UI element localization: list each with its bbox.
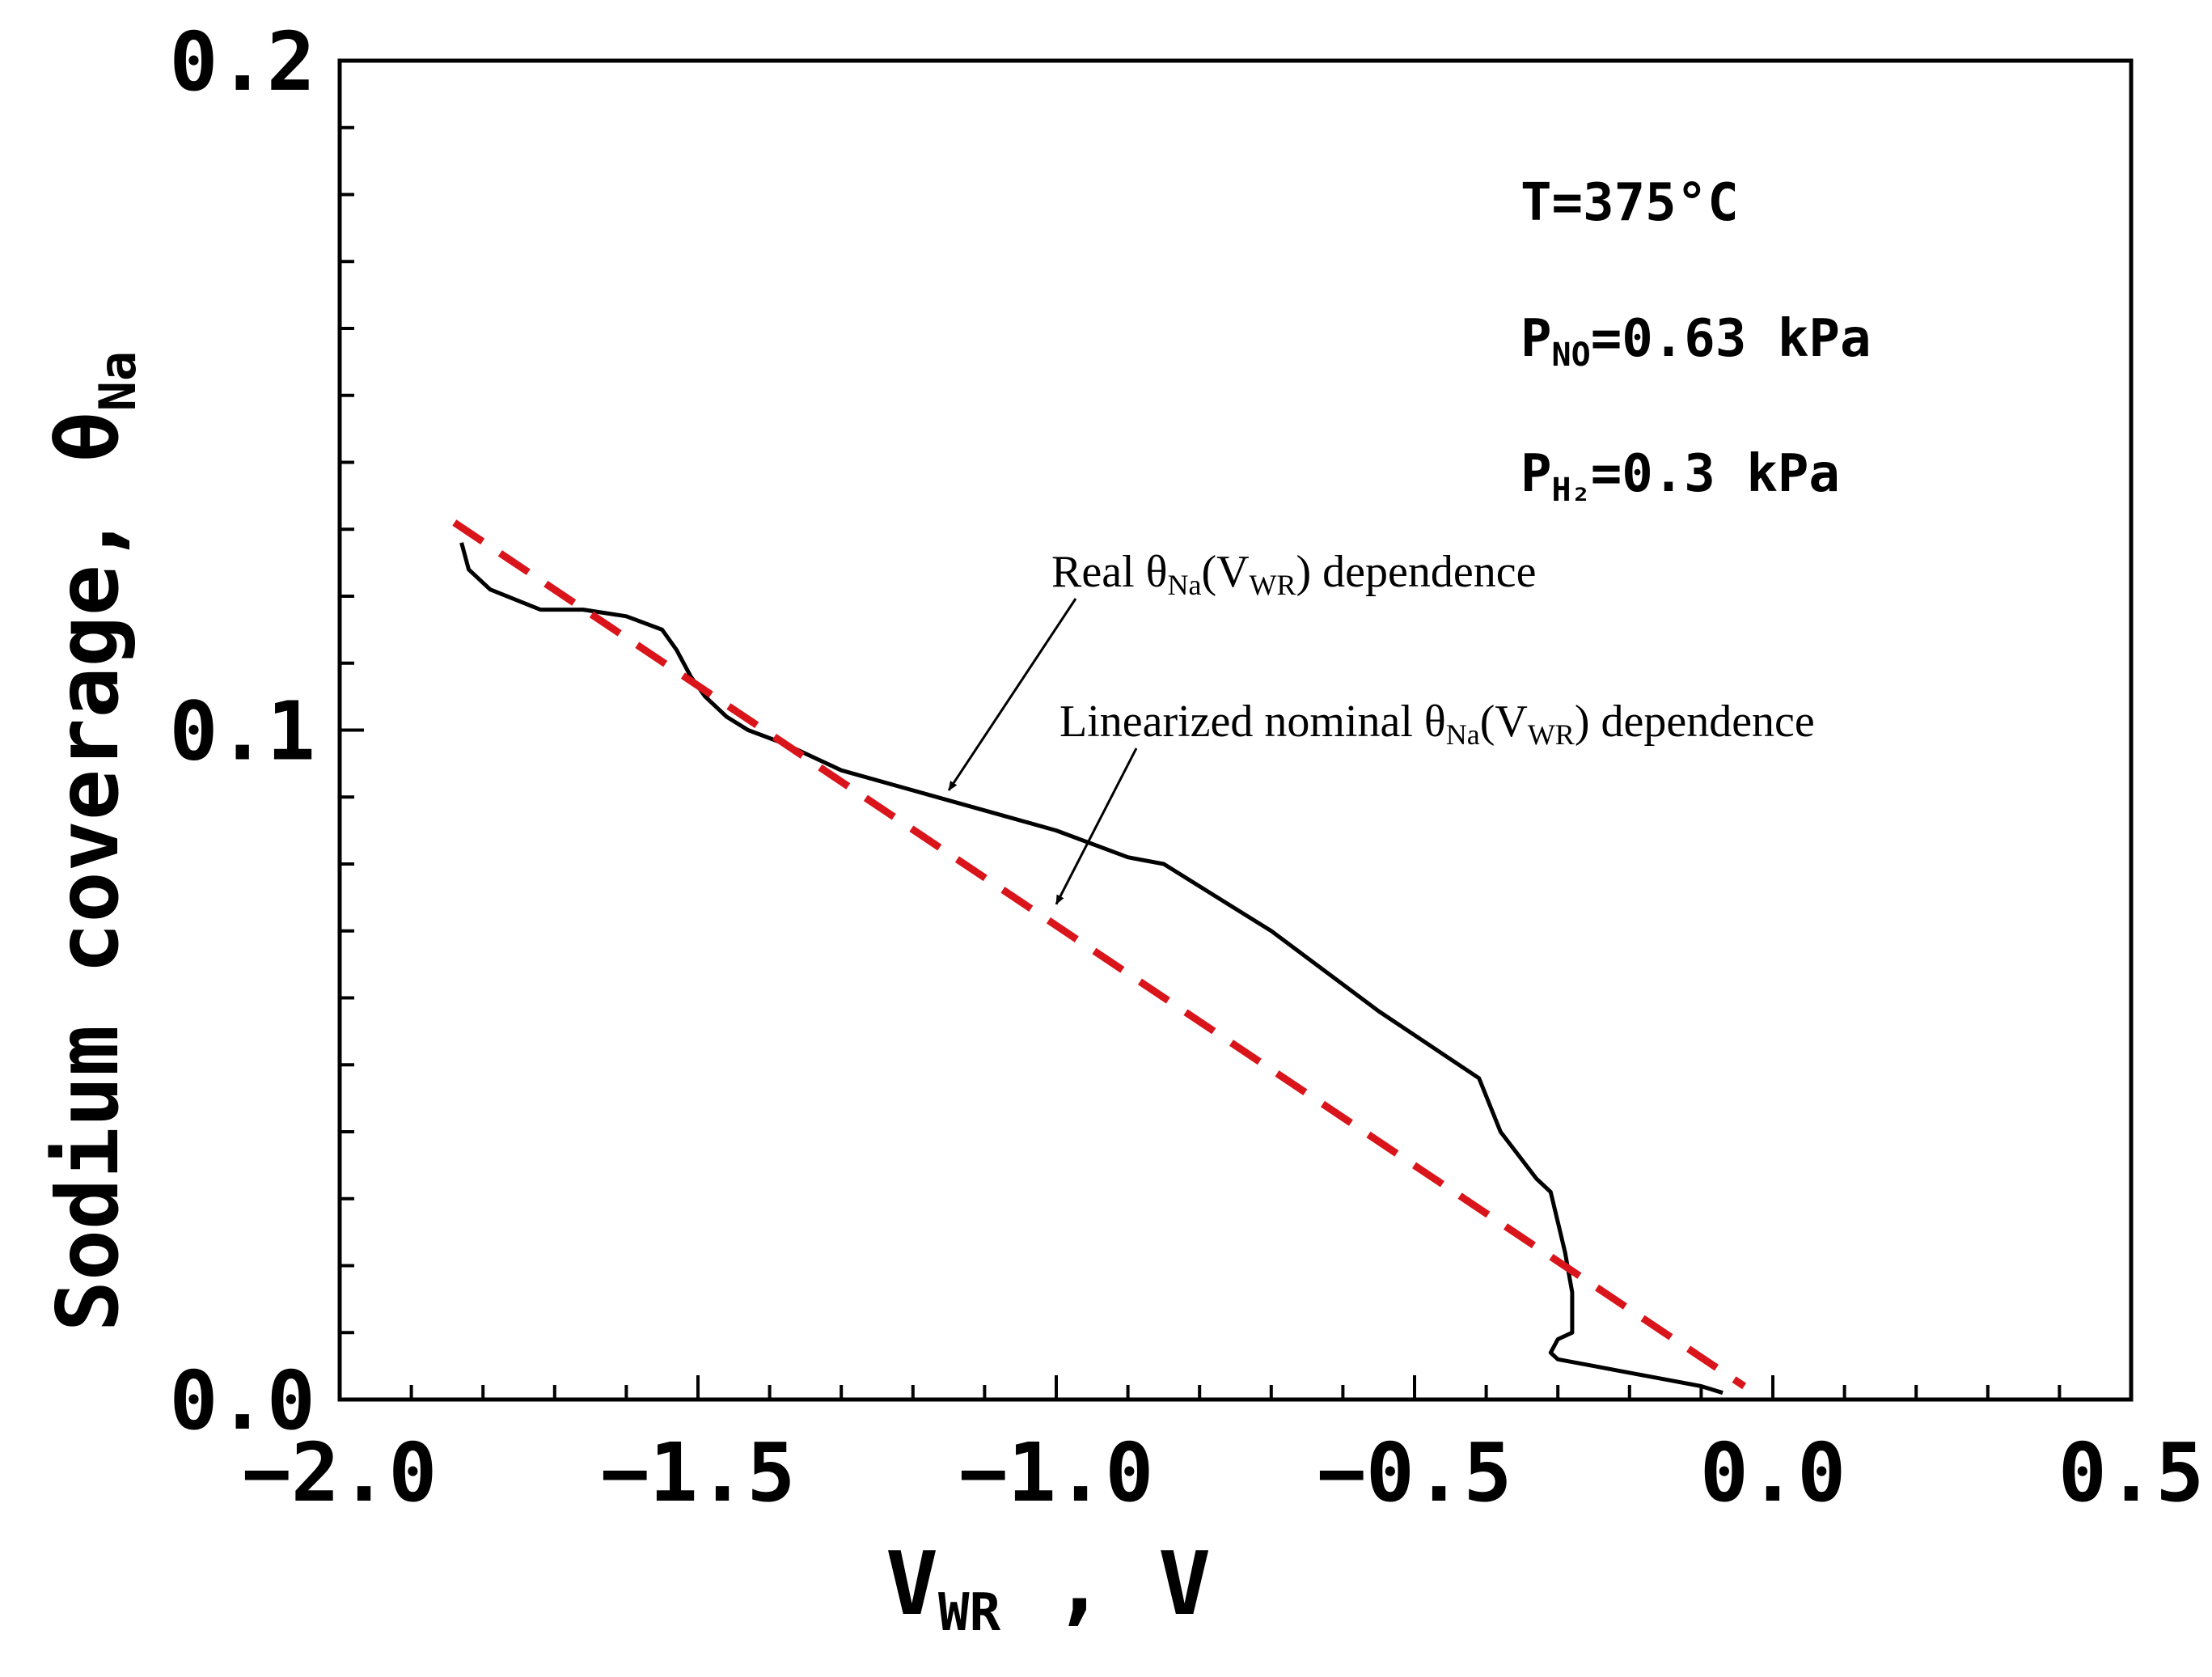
y-axis-title-main: Sodium coverage, θ <box>39 411 137 1332</box>
y-tick-label: 0.1 <box>169 684 315 779</box>
x-axis-title-sub: WR <box>938 1583 1001 1643</box>
annotations-layer <box>947 598 1138 905</box>
y-tick-label: 0.0 <box>169 1353 315 1448</box>
series-real-line <box>459 542 1723 1395</box>
x-tick-label: −0.5 <box>1317 1425 1512 1520</box>
x-tick-label: −1.5 <box>601 1425 796 1520</box>
x-axis-title-main: V <box>886 1534 938 1635</box>
conditions: T=375°C PNO=0.63 kPa PH₂=0.3 kPa <box>1520 173 1871 509</box>
annotation-arrow <box>947 598 1077 791</box>
condition-p-h2: PH₂=0.3 kPa <box>1520 444 1840 509</box>
y-tick-label: 0.2 <box>169 15 315 109</box>
annotation-arrow <box>1055 747 1138 905</box>
condition-temperature: T=375°C <box>1520 173 1739 233</box>
x-tick-label: 0.0 <box>1700 1425 1846 1520</box>
x-tick-label: 0.5 <box>2058 1425 2205 1520</box>
x-tick-label: −2.0 <box>243 1425 438 1520</box>
axis-ticks: −2.0 −1.5 −1.0 −0.5 0.0 0.5 0.0 0.1 0.2 <box>169 15 2204 1520</box>
x-axis-title-suffix: , V <box>1000 1534 1211 1635</box>
y-axis-title: Sodium coverage, θNa <box>39 351 147 1332</box>
series-layer <box>452 519 1747 1395</box>
x-axis-title: VWR , V <box>886 1534 1211 1643</box>
y-axis-title-sub: Na <box>88 351 147 412</box>
annotation-linearized-label: Linearized nominal θNa(VWR) dependence <box>1059 697 1815 751</box>
x-tick-label: −1.0 <box>959 1425 1154 1520</box>
series-linearized-line <box>452 519 1747 1390</box>
condition-p-no: PNO=0.63 kPa <box>1520 309 1871 374</box>
annotation-real-label: Real θNa(VWR) dependence <box>1051 547 1536 601</box>
